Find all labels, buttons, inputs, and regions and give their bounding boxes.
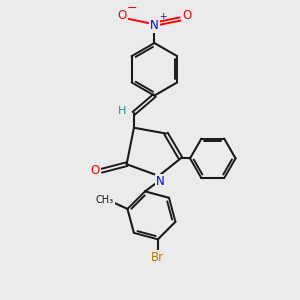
- Text: Br: Br: [151, 251, 164, 264]
- Text: CH₃: CH₃: [96, 195, 114, 205]
- Text: H: H: [118, 106, 126, 116]
- Text: N: N: [156, 175, 165, 188]
- Text: −: −: [127, 2, 137, 15]
- Text: O: O: [118, 9, 127, 22]
- Text: N: N: [150, 19, 159, 32]
- Text: +: +: [159, 12, 166, 21]
- Text: O: O: [182, 9, 191, 22]
- Text: O: O: [91, 164, 100, 177]
